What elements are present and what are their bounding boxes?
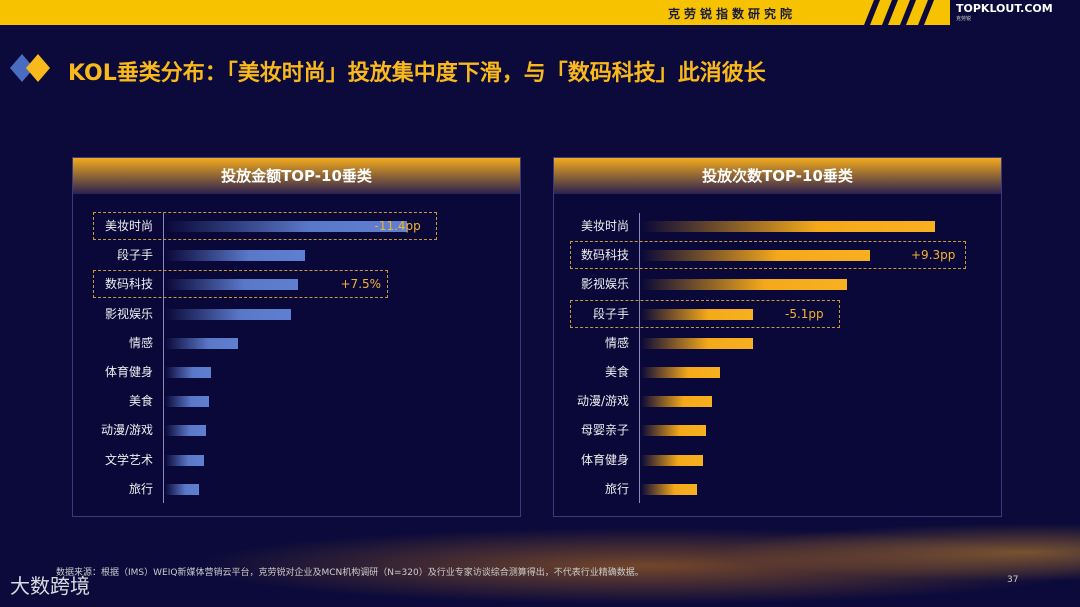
- org-name: 克劳锐指数研究院: [668, 7, 797, 21]
- bar: [165, 337, 238, 349]
- chart-title: 投放次数TOP-10垂类: [554, 158, 1001, 194]
- bar: [165, 221, 407, 232]
- bar: [165, 396, 209, 408]
- category-label: 影视娱乐: [580, 277, 629, 292]
- category-label: 数码科技: [580, 248, 629, 263]
- chart-title: 投放金额TOP-10垂类: [73, 158, 520, 194]
- y-axis-line: [639, 213, 640, 503]
- chart-amount-panel: 投放金额TOP-10垂类 美妆时尚段子手数码科技影视娱乐情感体育健身美食动漫/游…: [72, 157, 521, 517]
- bar-row: 动漫/游戏: [554, 391, 1001, 411]
- bar: [641, 279, 847, 291]
- category-label: 影视娱乐: [104, 306, 153, 321]
- change-annotation: +7.5%: [340, 277, 382, 292]
- bar-row: 体育健身: [73, 362, 520, 382]
- y-axis-line: [163, 213, 164, 503]
- chart-count-panel: 投放次数TOP-10垂类 美妆时尚数码科技影视娱乐段子手情感美食动漫/游戏母婴亲…: [553, 157, 1002, 517]
- bar-row: 旅行: [73, 479, 520, 499]
- bar-row: 段子手: [554, 304, 1001, 324]
- highlight-box: [570, 241, 966, 270]
- bar: [641, 250, 871, 262]
- category-label: 母婴亲子: [580, 423, 629, 438]
- category-label: 美食: [604, 365, 629, 379]
- category-label: 段子手: [116, 248, 153, 263]
- bar-row: 体育健身: [554, 450, 1001, 470]
- watermark: 大数跨境: [10, 574, 90, 598]
- change-annotation: -5.1pp: [785, 306, 824, 321]
- page-title: KOL垂类分布：「美妆时尚」投放集中度下滑，与「数码科技」此消彼长: [68, 61, 766, 86]
- bar-row: 段子手: [73, 245, 520, 265]
- category-label: 情感: [128, 335, 153, 350]
- category-label: 动漫/游戏: [100, 423, 153, 438]
- bar-row: 动漫/游戏: [73, 420, 520, 440]
- bar: [165, 483, 199, 495]
- bar-row: 情感: [73, 333, 520, 353]
- bar-row: 文学艺术: [73, 450, 520, 470]
- category-label: 体育健身: [580, 452, 629, 467]
- bar: [641, 308, 753, 320]
- category-label: 动漫/游戏: [576, 394, 629, 409]
- bar-row: 数码科技: [554, 245, 1001, 265]
- page-number: 37: [1007, 575, 1019, 585]
- bar-row: 美妆时尚: [554, 216, 1001, 236]
- bar: [641, 454, 703, 466]
- bar-row: 影视娱乐: [554, 274, 1001, 294]
- highlight-box: [93, 270, 388, 299]
- bar: [641, 396, 712, 408]
- bar-row: 影视娱乐: [73, 304, 520, 324]
- category-label: 文学艺术: [104, 452, 153, 467]
- bar: [641, 337, 753, 349]
- bar-row: 数码科技: [73, 274, 520, 294]
- bar: [165, 308, 291, 320]
- source-note: 数据来源：根据（IMS）WEIQ新媒体营销云平台，克劳锐对企业及MCN机构调研（…: [56, 568, 644, 578]
- bar: [641, 367, 721, 378]
- category-label: 数码科技: [104, 277, 153, 292]
- bar: [641, 425, 706, 437]
- category-label: 情感: [604, 335, 629, 350]
- change-annotation: +9.3pp: [911, 248, 956, 263]
- brand-logo: TOPKLOUT.COM 克劳锐: [950, 0, 1080, 25]
- bar: [641, 483, 697, 495]
- stripes-decoration: [864, 0, 934, 25]
- bar: [165, 425, 207, 437]
- bar-row: 美食: [73, 391, 520, 411]
- bar: [165, 367, 211, 378]
- highlight-box: [93, 212, 437, 240]
- bar: [165, 454, 204, 466]
- bar-row: 母婴亲子: [554, 420, 1001, 440]
- top-bar: 克劳锐指数研究院 TOPKLOUT.COM 克劳锐: [0, 0, 1080, 25]
- highlight-box: [570, 299, 840, 328]
- diamond-icon: [10, 54, 50, 82]
- category-label: 段子手: [592, 306, 629, 321]
- bar-row: 美妆时尚: [73, 216, 520, 236]
- category-label: 美妆时尚: [580, 219, 629, 233]
- bar-row: 旅行: [554, 479, 1001, 499]
- change-annotation: -11.4pp: [374, 219, 421, 233]
- bar-row: 情感: [554, 333, 1001, 353]
- category-label: 旅行: [128, 481, 153, 496]
- bar: [641, 221, 935, 232]
- category-label: 美食: [128, 394, 153, 409]
- bar: [165, 279, 299, 291]
- category-label: 旅行: [604, 481, 629, 496]
- bar-row: 美食: [554, 362, 1001, 382]
- category-label: 体育健身: [104, 365, 153, 379]
- category-label: 美妆时尚: [104, 219, 153, 233]
- bar: [165, 250, 306, 262]
